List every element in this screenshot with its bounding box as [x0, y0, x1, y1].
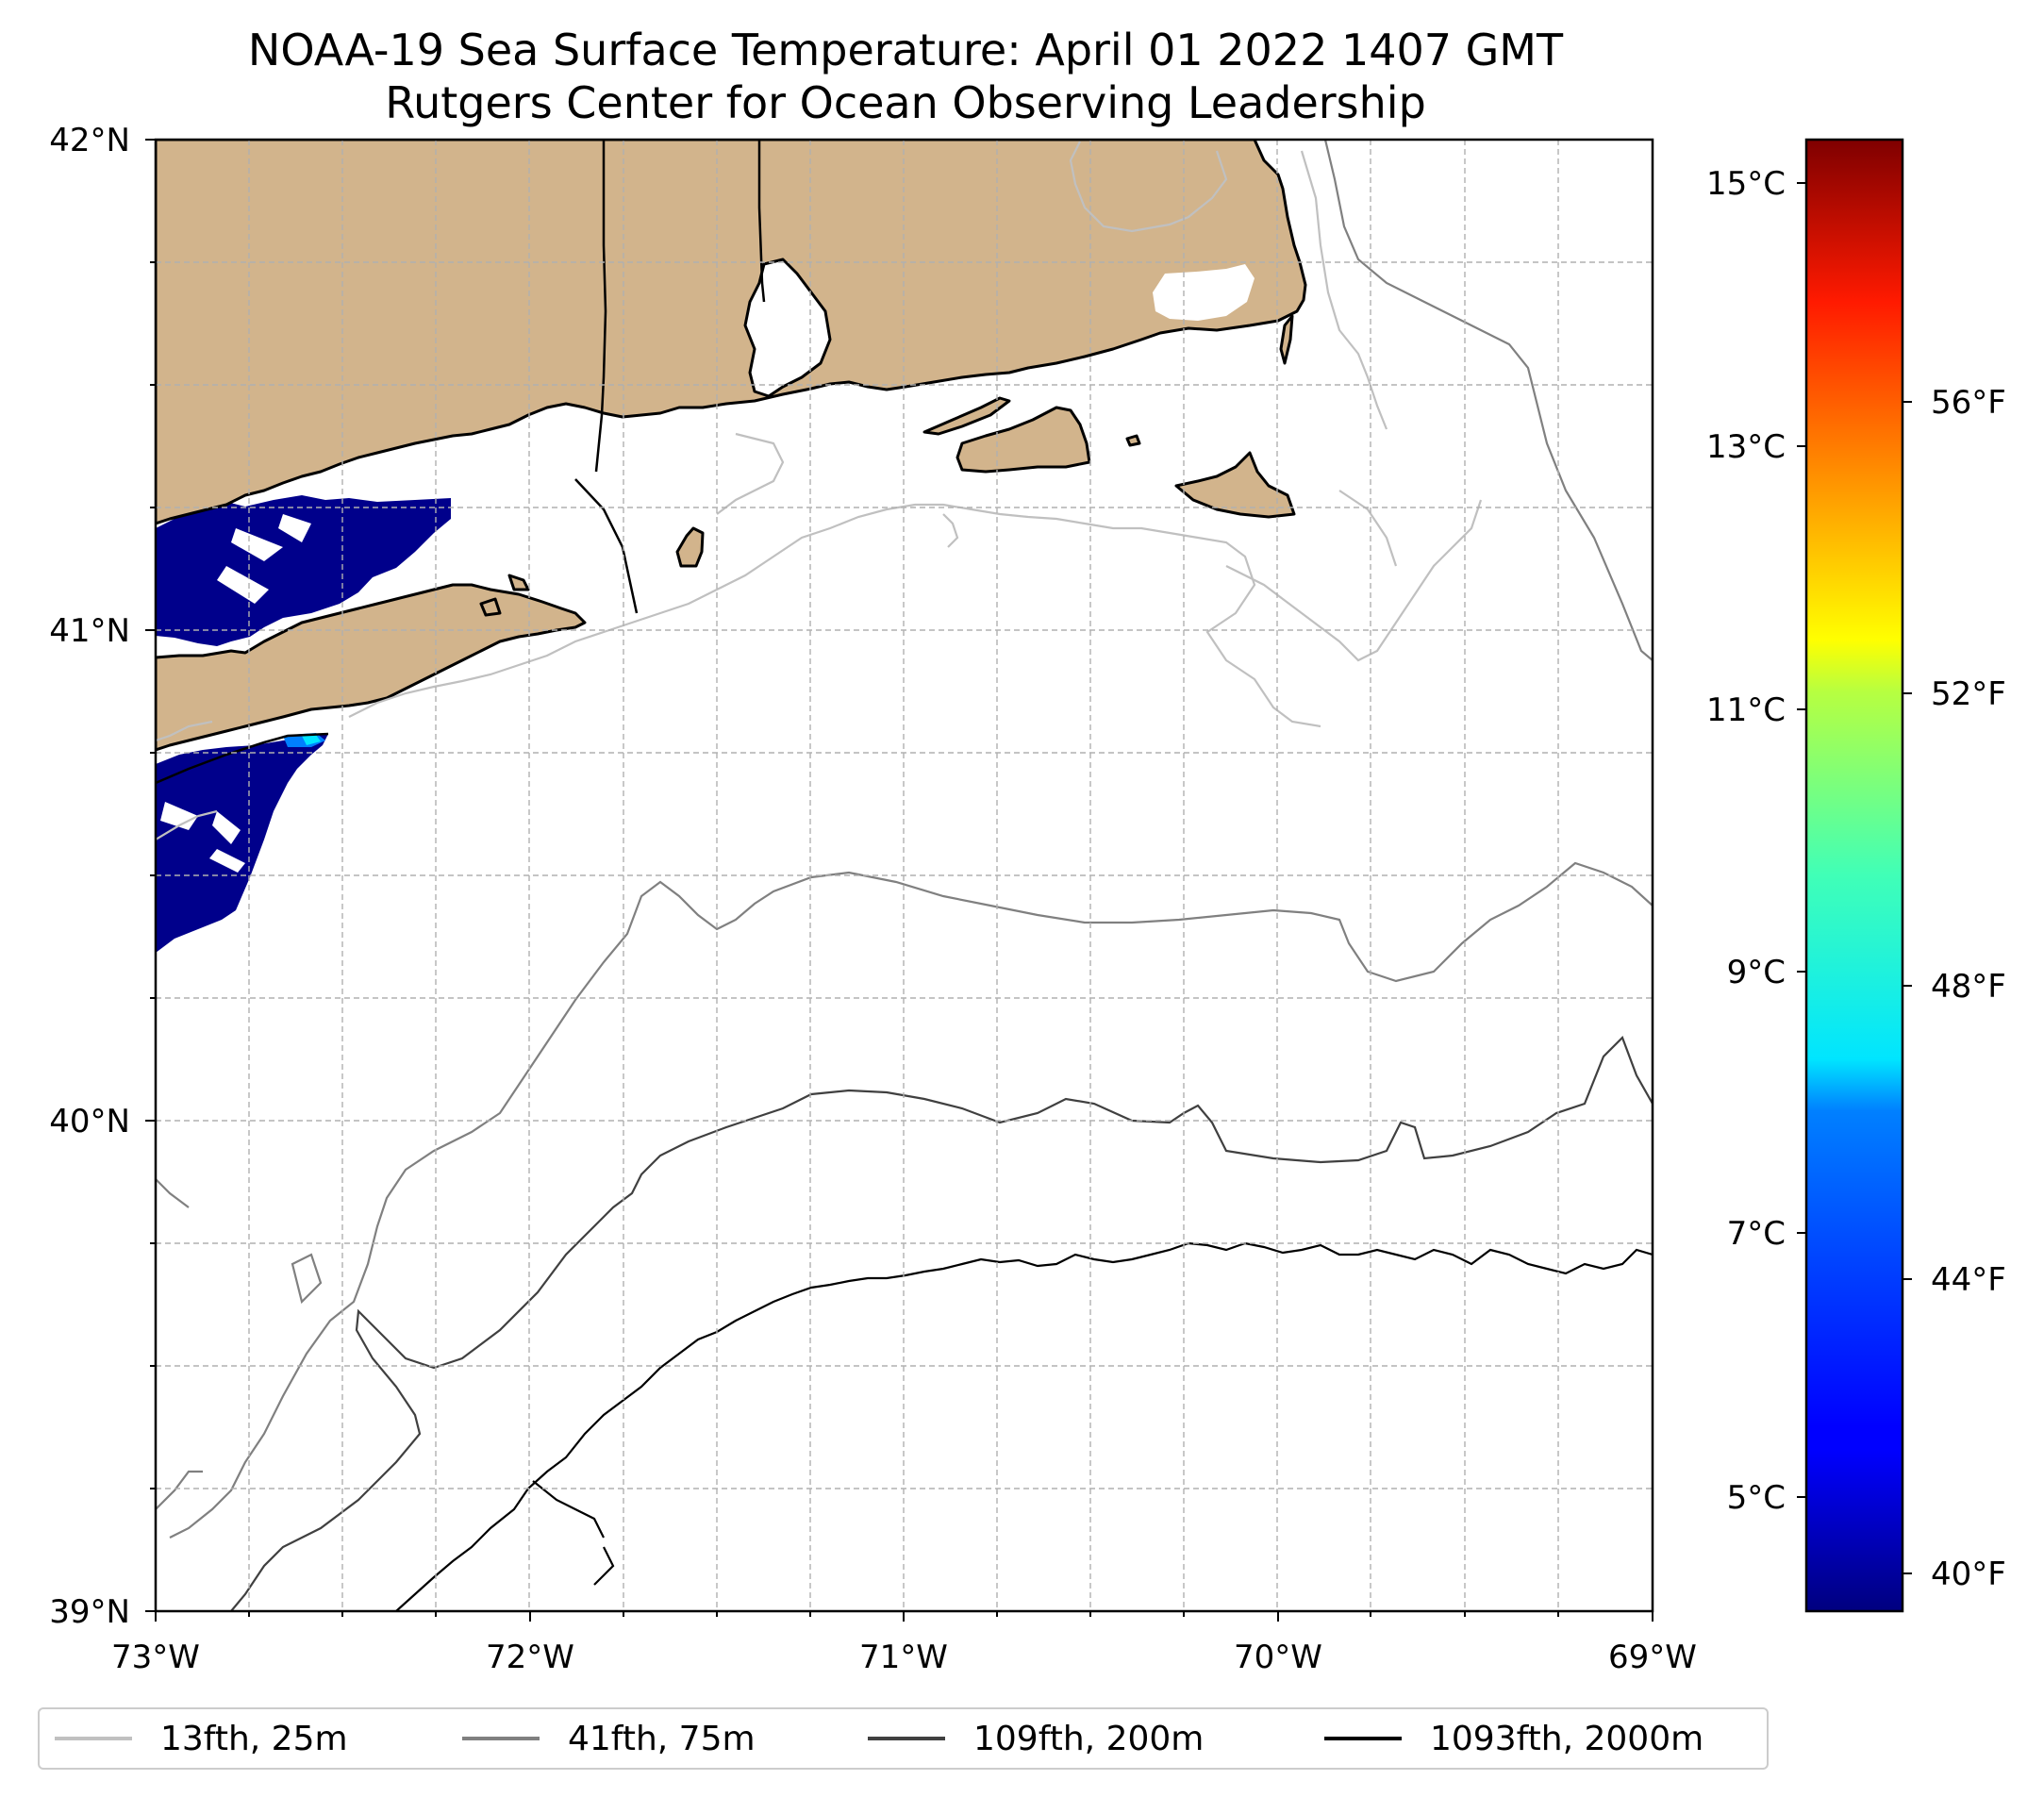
colorbar-fahrenheit-label: 56°F: [1931, 384, 2006, 422]
legend-swatch: [1324, 1737, 1402, 1740]
legend-label: 1093fth, 2000m: [1430, 1719, 1704, 1758]
map-title-line-2: Rutgers Center for Ocean Observing Leade…: [385, 77, 1426, 128]
legend-item-25m: 13fth, 25m: [55, 1709, 348, 1768]
bathymetry-200m: [230, 1036, 1653, 1611]
colorbar-fahrenheit-label: 40°F: [1931, 1556, 2006, 1593]
bathymetry-2000m: [395, 1241, 1653, 1611]
colorbar-fahrenheit-label: 48°F: [1931, 968, 2006, 1006]
state-boundaries: [156, 140, 766, 785]
legend-label: 41fth, 75m: [568, 1719, 756, 1758]
legend-item-75m: 41fth, 75m: [462, 1709, 756, 1768]
colorbar-fahrenheit-label: 52°F: [1931, 675, 2006, 713]
lat-tick-label: 40°N: [49, 1103, 130, 1140]
colorbar: 5°C 7°C 9°C 11°C 13°C 15°C 40°F 44°F 48°…: [1706, 138, 2006, 1613]
lon-tick-label: 73°W: [111, 1639, 200, 1676]
lat-tick-label: 39°N: [49, 1593, 130, 1631]
bathymetry-75m: [156, 140, 1653, 1539]
colorbar-celsius-label: 15°C: [1706, 165, 1786, 203]
colorbar-celsius-label: 11°C: [1706, 691, 1786, 729]
legend-label: 109fth, 200m: [973, 1719, 1205, 1758]
lon-tick-label: 69°W: [1608, 1639, 1697, 1676]
land-masses: [156, 140, 1307, 752]
legend-item-2000m: 1093fth, 2000m: [1324, 1709, 1703, 1768]
latitude-tick-labels: 39°N 40°N 41°N 42°N: [49, 122, 130, 1631]
map-title-line-1: NOAA-19 Sea Surface Temperature: April 0…: [247, 25, 1564, 75]
contour-legend: 13fth, 25m 41fth, 75m 109fth, 200m 1093f…: [38, 1707, 1769, 1770]
axis-ticks: [145, 139, 1653, 1622]
legend-swatch: [462, 1737, 540, 1740]
colorbar-fahrenheit-label: 44°F: [1931, 1261, 2006, 1299]
lat-tick-label: 42°N: [49, 122, 130, 159]
lon-tick-label: 70°W: [1234, 1639, 1322, 1676]
colorbar-celsius-label: 9°C: [1727, 954, 1786, 991]
lon-tick-label: 72°W: [486, 1639, 574, 1676]
gridlines: [156, 140, 1653, 1611]
bathymetry-25m: [156, 141, 1483, 840]
colorbar-gradient: [1804, 138, 1904, 1613]
colorbar-celsius-label: 13°C: [1706, 428, 1786, 466]
legend-item-200m: 109fth, 200m: [868, 1709, 1204, 1768]
longitude-tick-labels: 73°W 72°W 71°W 70°W 69°W: [111, 1639, 1697, 1676]
colorbar-celsius-label: 7°C: [1727, 1215, 1786, 1253]
colorbar-celsius-label: 5°C: [1727, 1479, 1786, 1517]
legend-label: 13fth, 25m: [160, 1719, 348, 1758]
legend-swatch: [868, 1737, 945, 1740]
legend-swatch: [55, 1737, 132, 1740]
lat-tick-label: 41°N: [49, 612, 130, 650]
lon-tick-label: 71°W: [859, 1639, 948, 1676]
